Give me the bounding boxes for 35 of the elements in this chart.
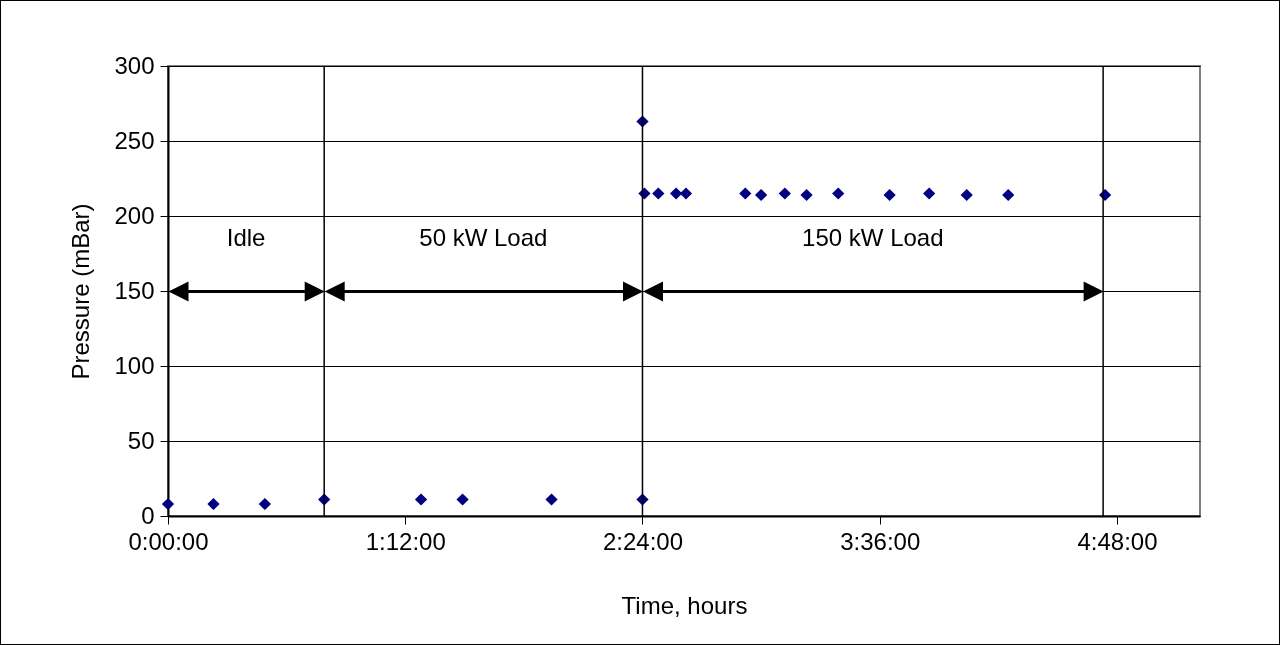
x-axis-title: Time, hours bbox=[621, 591, 748, 619]
point bbox=[545, 493, 558, 506]
point bbox=[832, 187, 845, 200]
y-tick-label: 250 bbox=[114, 126, 155, 154]
annotation: 50 kW Load bbox=[419, 224, 548, 251]
point bbox=[456, 493, 469, 506]
x-tick-label: 1:12:00 bbox=[365, 527, 446, 555]
y-tick-label: 100 bbox=[114, 351, 155, 379]
y-tick-label: 150 bbox=[114, 276, 155, 304]
point bbox=[207, 497, 220, 511]
y-tick-label: 50 bbox=[127, 426, 155, 454]
x-tick-label: 4:48:00 bbox=[1077, 527, 1158, 555]
x-tick-label: 3:36:00 bbox=[840, 527, 921, 555]
point bbox=[960, 188, 973, 202]
y-axis-title: Pressure (mBar) bbox=[67, 203, 95, 380]
annotation: 150 kW Load bbox=[802, 224, 944, 251]
point bbox=[739, 187, 752, 200]
point bbox=[652, 187, 665, 200]
point bbox=[800, 188, 813, 202]
x-tick-label: 2:24:00 bbox=[602, 527, 684, 555]
point bbox=[669, 187, 683, 200]
annotation: Idle bbox=[226, 224, 266, 251]
y-tick-label: 300 bbox=[114, 51, 155, 79]
y-tick-label: 0 bbox=[141, 501, 155, 529]
point bbox=[754, 188, 768, 202]
x-tick-label: 0:00:00 bbox=[128, 527, 209, 555]
point bbox=[923, 187, 936, 200]
point bbox=[414, 493, 428, 506]
point bbox=[161, 497, 175, 511]
y-tick-label: 200 bbox=[114, 201, 155, 229]
point bbox=[883, 188, 896, 202]
point bbox=[778, 187, 791, 200]
point bbox=[679, 187, 693, 200]
point bbox=[1002, 188, 1015, 202]
point bbox=[258, 497, 271, 511]
